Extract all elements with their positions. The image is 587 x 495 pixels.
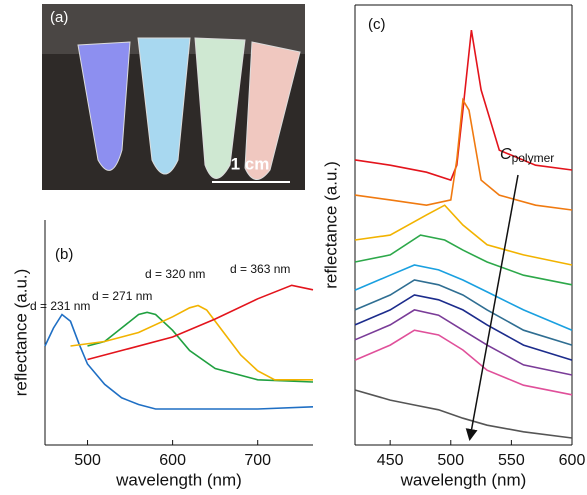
line [355, 235, 572, 285]
x-tick-label: 550 [498, 452, 525, 469]
arrow [470, 175, 518, 438]
panel-label: (b) [55, 246, 73, 263]
series-label: d = 271 nm [92, 289, 152, 303]
annotation-symbol: C [500, 146, 512, 163]
annotation: Cpolymer [500, 146, 554, 165]
panel-label: (a) [50, 9, 68, 26]
x-tick-label: 450 [377, 452, 404, 469]
annotation-subscript: polymer [512, 151, 555, 165]
panel-label: (c) [368, 16, 386, 33]
photo: (a) 1 cm [42, 4, 305, 190]
x-tick-label: 700 [244, 452, 271, 469]
x-tick-label: 500 [74, 452, 101, 469]
line [71, 306, 314, 380]
line [88, 312, 314, 382]
line [355, 330, 572, 395]
page: {"photo": {"label": "(a)", "scale_bar": … [0, 0, 587, 490]
line [355, 390, 572, 438]
x-tick-label: 500 [437, 452, 464, 469]
y-axis-label: reflectance (a.u.) [11, 269, 30, 397]
x-tick-label: 600 [159, 452, 186, 469]
scale-bar-label: 1 cm [231, 154, 270, 173]
y-axis-label: reflectance (a.u.) [321, 161, 340, 289]
series-label: d = 363 nm [230, 262, 290, 276]
series-label: d = 320 nm [145, 267, 205, 281]
figure: (a) 1 cm 500600700wavelength (nm)reflect… [0, 0, 587, 490]
x-axis-label: wavelength (nm) [400, 470, 527, 489]
line [355, 265, 572, 330]
x-axis-label: wavelength (nm) [115, 470, 242, 489]
series-label: d = 231 nm [30, 299, 90, 313]
line [45, 315, 313, 410]
line [355, 280, 572, 345]
line [355, 310, 572, 375]
x-tick-label: 600 [559, 452, 586, 469]
